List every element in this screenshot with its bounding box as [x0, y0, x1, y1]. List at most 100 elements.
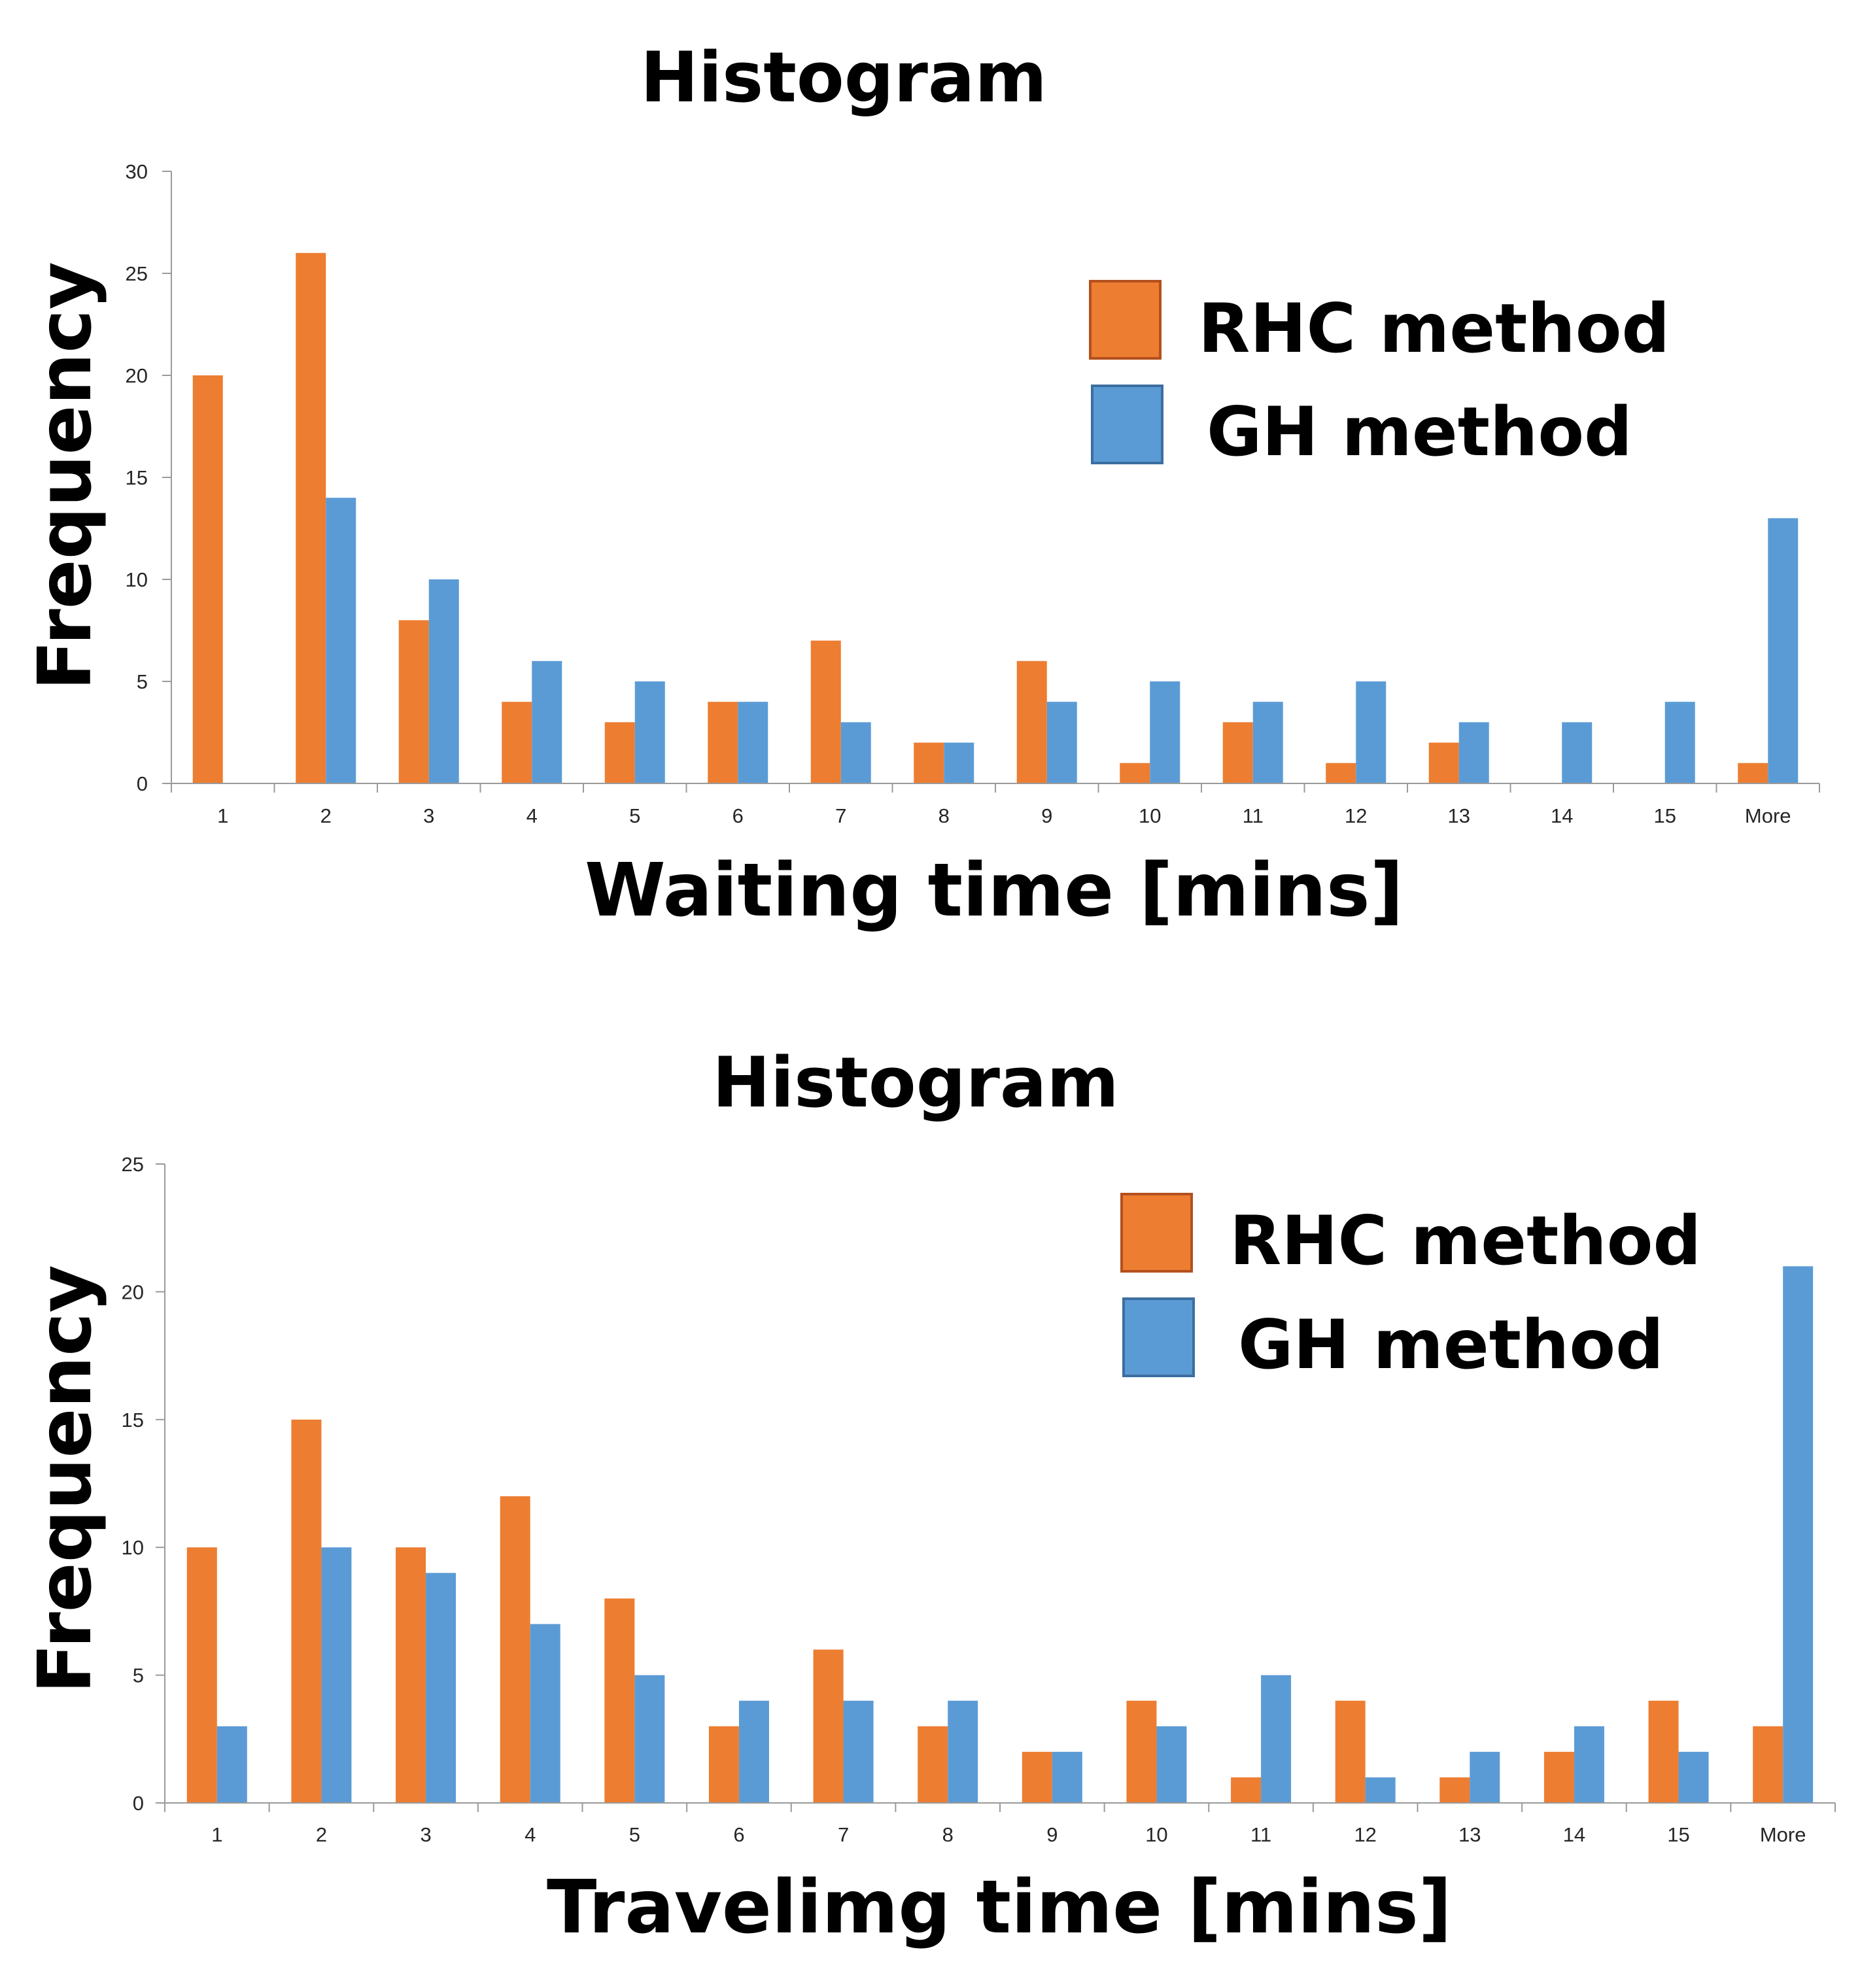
bar-gh — [532, 660, 562, 783]
x-tick-label: 11 — [1243, 804, 1264, 827]
x-tick-label: 14 — [1551, 804, 1573, 827]
bar-rhc — [398, 620, 429, 783]
bar-rhc — [810, 640, 841, 783]
y-tick-labels: 0 5 10 15 20 25 30 — [126, 160, 148, 795]
bar-rhc — [1543, 1751, 1574, 1803]
y-tick-label: 5 — [133, 1664, 144, 1687]
x-tick-label: 10 — [1145, 1823, 1167, 1846]
bar-gh — [1562, 722, 1593, 783]
x-tick-label: 11 — [1250, 1823, 1271, 1846]
bar-gh — [1664, 702, 1695, 783]
x-tick-label: 8 — [939, 804, 950, 827]
x-tick-label: More — [1760, 1823, 1806, 1846]
bar-gh — [1470, 1751, 1500, 1803]
y-tick-label: 5 — [137, 670, 148, 693]
x-axis-title: Travelimg time [mins] — [547, 1865, 1452, 1950]
bar-gh — [1252, 702, 1283, 783]
legend-label-gh: GH method — [1238, 1306, 1664, 1384]
y-tick-label: 15 — [126, 466, 148, 489]
bar-gh — [1768, 518, 1799, 783]
y-axis-title: Frequency — [23, 262, 108, 691]
legend-swatch-gh — [1122, 1297, 1195, 1377]
x-tick-label: 14 — [1563, 1823, 1585, 1846]
legend-label-rhc: RHC method — [1230, 1202, 1701, 1280]
x-axis-title: Waiting time [mins] — [585, 848, 1404, 933]
y-tick-label: 25 — [126, 262, 148, 285]
y-tick-label: 20 — [122, 1280, 144, 1303]
bar-gh — [944, 742, 974, 783]
x-tick-label: 5 — [629, 1823, 640, 1846]
bar-rhc — [1335, 1700, 1366, 1803]
x-tick-label: 3 — [423, 804, 434, 827]
bar-rhc — [1222, 722, 1253, 783]
bar-rhc — [500, 1496, 530, 1803]
bar-rhc — [1016, 660, 1047, 783]
bar-gh — [634, 681, 665, 783]
chart-title: Histogram — [640, 37, 1047, 118]
x-tick-label: 10 — [1139, 804, 1161, 827]
bar-rhc — [396, 1547, 426, 1803]
bar-gh — [1046, 702, 1077, 783]
bar-gh — [1261, 1675, 1292, 1803]
bar-gh — [1365, 1777, 1396, 1803]
x-tick-label: 15 — [1654, 804, 1676, 827]
bar-gh — [1458, 722, 1489, 783]
bar-rhc — [1753, 1726, 1783, 1803]
bar-rhc — [192, 375, 223, 783]
bar-gh — [1150, 681, 1180, 783]
bar-gh — [948, 1700, 978, 1803]
bar-gh — [1574, 1726, 1604, 1803]
bar-rhc — [186, 1547, 217, 1803]
x-tick-label: 2 — [320, 804, 332, 827]
bar-gh — [530, 1624, 560, 1803]
x-tick-label: 6 — [732, 804, 744, 827]
bar-gh — [216, 1726, 247, 1803]
y-tick-label: 20 — [126, 364, 148, 387]
x-tick-label: 9 — [1041, 804, 1052, 827]
legend-swatch-rhc — [1120, 1193, 1193, 1273]
y-tick-label: 25 — [122, 1153, 144, 1176]
x-tick-label: 4 — [526, 804, 538, 827]
y-axis-title: Frequency — [23, 1265, 108, 1694]
x-tick-label: 4 — [525, 1823, 536, 1846]
legend: RHC method GH method — [1089, 280, 1670, 471]
bar-rhc — [1326, 763, 1356, 783]
bar-rhc — [708, 702, 738, 783]
bar-rhc — [813, 1649, 844, 1803]
y-tick-label: 0 — [137, 772, 148, 795]
bar-rhc — [708, 1726, 739, 1803]
x-tick-label: 7 — [835, 804, 846, 827]
bar-rhc — [296, 252, 326, 783]
bar-rhc — [1126, 1700, 1157, 1803]
bar-gh — [326, 498, 356, 783]
y-tick-label: 0 — [133, 1792, 144, 1815]
x-tick-label: 6 — [733, 1823, 744, 1846]
bar-rhc — [502, 702, 532, 783]
chart-traveling-time: Histogram Frequency Travelimg time [mins… — [23, 1042, 1836, 1950]
y-tick-labels: 0 5 10 15 20 25 — [122, 1153, 144, 1815]
bar-gh — [426, 1573, 456, 1803]
x-tick-label: 13 — [1458, 1823, 1481, 1846]
x-tick-label: 12 — [1354, 1823, 1376, 1846]
bar-gh — [1356, 681, 1386, 783]
bar-rhc — [918, 1726, 948, 1803]
legend-swatch-gh — [1091, 385, 1163, 464]
bar-gh — [738, 1700, 769, 1803]
bar-gh — [634, 1675, 665, 1803]
bars — [186, 1266, 1814, 1803]
bar-gh — [738, 702, 768, 783]
x-tick-label: 7 — [838, 1823, 849, 1846]
x-tick-label: 13 — [1448, 804, 1470, 827]
x-tick-label: 9 — [1046, 1823, 1058, 1846]
bar-rhc — [1439, 1777, 1470, 1803]
x-tick-label: 1 — [211, 1823, 222, 1846]
chart-waiting-time: Histogram Frequency Waiting time [mins] … — [23, 37, 1820, 933]
bars — [192, 252, 1799, 783]
chart-title: Histogram — [712, 1042, 1119, 1123]
bar-gh — [1052, 1751, 1082, 1803]
bar-rhc — [1738, 763, 1768, 783]
axes — [162, 171, 1820, 793]
bar-gh — [428, 579, 459, 783]
